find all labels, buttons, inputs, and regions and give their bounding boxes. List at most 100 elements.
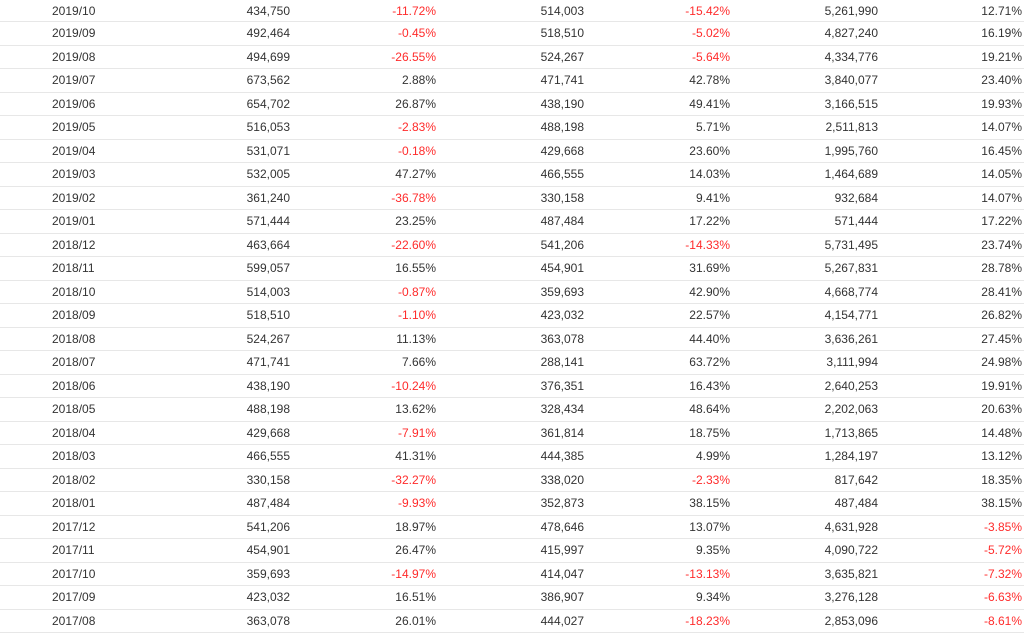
change-3-cell: 19.21%	[981, 46, 1022, 68]
value-3-cell: 2,202,063	[825, 398, 878, 420]
value-2-cell: 288,141	[541, 351, 584, 373]
change-2-cell: 23.60%	[689, 140, 730, 162]
value-2-cell: 423,032	[541, 304, 584, 326]
change-2-cell: 17.22%	[689, 210, 730, 232]
change-3-cell: 38.15%	[981, 492, 1022, 514]
change-1-cell: 47.27%	[395, 163, 436, 185]
change-2-cell: 13.07%	[689, 516, 730, 538]
change-2-cell: 9.35%	[696, 539, 730, 561]
change-1-cell: 26.47%	[395, 539, 436, 561]
value-1-cell: 330,158	[247, 469, 290, 491]
change-1-cell: -1.10%	[398, 304, 436, 326]
value-3-cell: 2,640,253	[825, 375, 878, 397]
value-3-cell: 2,853,096	[825, 610, 878, 632]
change-3-cell: 19.93%	[981, 93, 1022, 115]
value-1-cell: 423,032	[247, 586, 290, 608]
change-1-cell: 41.31%	[395, 445, 436, 467]
month-cell: 2018/12	[52, 234, 95, 256]
value-2-cell: 487,484	[541, 210, 584, 232]
value-2-cell: 338,020	[541, 469, 584, 491]
value-2-cell: 488,198	[541, 116, 584, 138]
month-cell: 2019/07	[52, 69, 95, 91]
change-3-cell: 13.12%	[981, 445, 1022, 467]
value-3-cell: 3,276,128	[825, 586, 878, 608]
month-cell: 2018/10	[52, 281, 95, 303]
change-2-cell: -2.33%	[692, 469, 730, 491]
change-1-cell: 7.66%	[402, 351, 436, 373]
value-1-cell: 361,240	[247, 187, 290, 209]
month-cell: 2017/10	[52, 563, 95, 585]
change-1-cell: 13.62%	[395, 398, 436, 420]
value-3-cell: 817,642	[835, 469, 878, 491]
month-cell: 2017/08	[52, 610, 95, 632]
change-3-cell: 26.82%	[981, 304, 1022, 326]
change-3-cell: -8.61%	[984, 610, 1022, 632]
value-1-cell: 363,078	[247, 610, 290, 632]
change-2-cell: 9.34%	[696, 586, 730, 608]
value-2-cell: 361,814	[541, 422, 584, 444]
month-cell: 2018/06	[52, 375, 95, 397]
value-1-cell: 518,510	[247, 304, 290, 326]
change-3-cell: 16.19%	[981, 22, 1022, 44]
change-2-cell: 48.64%	[689, 398, 730, 420]
month-cell: 2018/08	[52, 328, 95, 350]
month-cell: 2019/03	[52, 163, 95, 185]
value-1-cell: 599,057	[247, 257, 290, 279]
value-3-cell: 4,334,776	[825, 46, 878, 68]
change-1-cell: 18.97%	[395, 516, 436, 538]
value-2-cell: 541,206	[541, 234, 584, 256]
change-1-cell: -7.91%	[398, 422, 436, 444]
value-1-cell: 673,562	[247, 69, 290, 91]
value-3-cell: 3,840,077	[825, 69, 878, 91]
change-2-cell: 9.41%	[696, 187, 730, 209]
month-cell: 2017/09	[52, 586, 95, 608]
month-cell: 2019/05	[52, 116, 95, 138]
value-3-cell: 571,444	[835, 210, 878, 232]
month-cell: 2017/11	[52, 539, 95, 561]
change-1-cell: 26.01%	[395, 610, 436, 632]
value-3-cell: 1,464,689	[825, 163, 878, 185]
change-3-cell: 14.48%	[981, 422, 1022, 444]
value-1-cell: 454,901	[247, 539, 290, 561]
value-3-cell: 4,154,771	[825, 304, 878, 326]
change-1-cell: 2.88%	[402, 69, 436, 91]
value-3-cell: 932,684	[835, 187, 878, 209]
value-2-cell: 438,190	[541, 93, 584, 115]
value-3-cell: 3,636,261	[825, 328, 878, 350]
month-cell: 2019/02	[52, 187, 95, 209]
value-1-cell: 438,190	[247, 375, 290, 397]
value-1-cell: 531,071	[247, 140, 290, 162]
value-1-cell: 571,444	[247, 210, 290, 232]
change-3-cell: 18.35%	[981, 469, 1022, 491]
change-2-cell: 16.43%	[689, 375, 730, 397]
value-1-cell: 434,750	[247, 0, 290, 22]
value-1-cell: 516,053	[247, 116, 290, 138]
value-2-cell: 454,901	[541, 257, 584, 279]
month-cell: 2018/04	[52, 422, 95, 444]
value-2-cell: 415,997	[541, 539, 584, 561]
value-3-cell: 1,284,197	[825, 445, 878, 467]
change-3-cell: 28.78%	[981, 257, 1022, 279]
month-cell: 2018/11	[52, 257, 95, 279]
change-2-cell: 4.99%	[696, 445, 730, 467]
value-2-cell: 478,646	[541, 516, 584, 538]
month-cell: 2017/12	[52, 516, 95, 538]
change-3-cell: 24.98%	[981, 351, 1022, 373]
value-2-cell: 429,668	[541, 140, 584, 162]
value-3-cell: 1,995,760	[825, 140, 878, 162]
change-1-cell: -22.60%	[391, 234, 436, 256]
change-3-cell: -7.32%	[984, 563, 1022, 585]
change-1-cell: -10.24%	[391, 375, 436, 397]
value-2-cell: 414,047	[541, 563, 584, 585]
value-2-cell: 444,027	[541, 610, 584, 632]
